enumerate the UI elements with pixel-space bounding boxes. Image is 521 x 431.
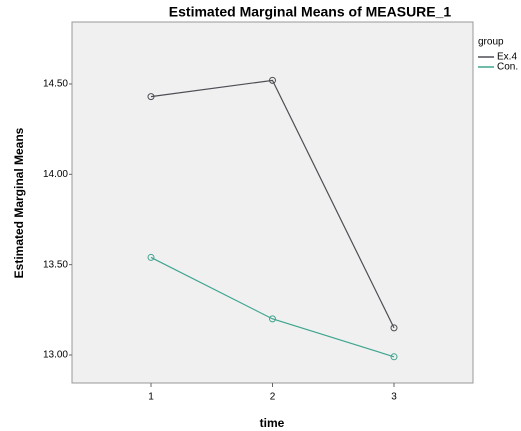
plot-area <box>72 22 473 383</box>
y-tick-label: 13.00 <box>43 350 68 361</box>
x-axis-label: time <box>260 416 285 430</box>
y-tick-label: 13.50 <box>43 259 68 270</box>
x-tick-label: 3 <box>391 392 397 403</box>
x-tick-label: 1 <box>148 392 154 403</box>
y-tick-label: 14.50 <box>43 79 68 90</box>
legend-label: Con. <box>497 62 518 73</box>
x-tick-label: 2 <box>270 392 276 403</box>
chart-title: Estimated Marginal Means of MEASURE_1 <box>169 4 452 20</box>
chart: Estimated Marginal Means of MEASURE_1 ti… <box>0 0 521 431</box>
y-axis-label: Estimated Marginal Means <box>12 127 26 278</box>
y-tick-label: 14.00 <box>43 169 68 180</box>
page: {"chart_data": {"type": "line", "title":… <box>0 0 521 431</box>
legend-title: group <box>478 37 504 48</box>
